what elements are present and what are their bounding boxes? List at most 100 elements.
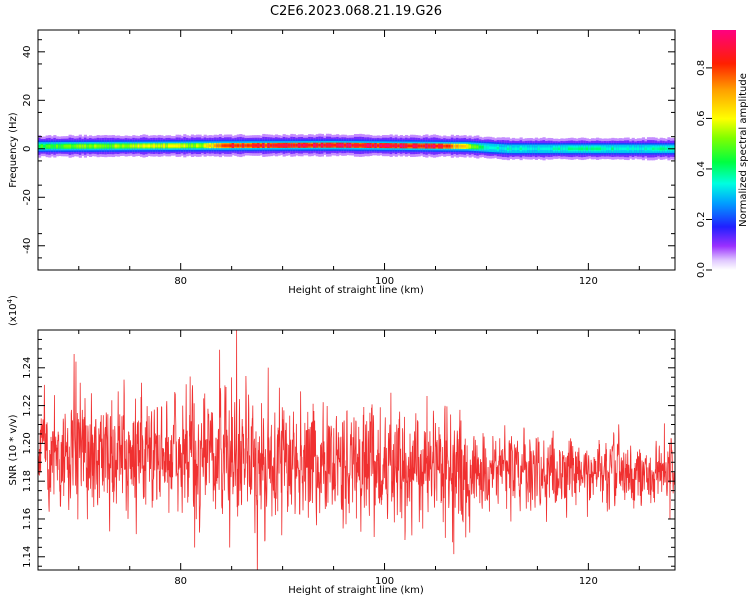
snr-xtick-label: 80 xyxy=(174,576,187,587)
snr-multiplier-base: (x10 xyxy=(8,303,19,326)
colorbar-tick-label: 0.4 xyxy=(696,161,707,177)
spectrogram-xtick-label: 80 xyxy=(174,276,187,287)
spectrogram-cell xyxy=(489,146,493,149)
spectrogram-cell xyxy=(412,144,416,148)
spectrogram-cell xyxy=(272,144,276,147)
spectrogram-cell xyxy=(66,144,70,148)
spectrogram-xtick-label: 120 xyxy=(579,276,598,287)
spectrogram-cell xyxy=(532,147,536,151)
spectrogram-cell xyxy=(109,144,113,148)
spectrogram-cell xyxy=(60,145,65,148)
spectrogram-cell xyxy=(473,145,477,149)
spectrogram-cell xyxy=(165,144,169,148)
spectrogram-cell xyxy=(213,144,217,147)
spectrogram-cell xyxy=(664,147,668,151)
spectrogram-cell xyxy=(476,145,480,149)
spectrogram-cell xyxy=(402,144,406,148)
spectrogram-cell xyxy=(618,147,623,151)
spectrogram-cell xyxy=(55,145,59,148)
colorbar-tick-label: 0.0 xyxy=(696,262,707,278)
spectrogram-cell xyxy=(511,147,516,151)
spectrogram-cell xyxy=(241,144,245,147)
spectrogram-cell xyxy=(188,144,192,148)
spectrogram-cell xyxy=(407,144,411,148)
svg-text:(x104): (x104) xyxy=(6,295,19,326)
spectrogram-cell xyxy=(282,144,286,147)
spectrogram-cell xyxy=(578,147,582,151)
spectrogram-cell xyxy=(583,147,587,151)
spectrogram-cell xyxy=(229,144,233,147)
spectrogram-cell xyxy=(201,144,205,147)
spectrogram-cell xyxy=(659,147,663,151)
spectrogram-cell xyxy=(649,147,653,151)
spectrogram-cell xyxy=(114,144,118,148)
spectrogram-cell xyxy=(50,145,54,148)
spectrogram-cell xyxy=(88,144,93,148)
spectrogram-cell xyxy=(420,144,424,148)
spectrogram-cell xyxy=(506,147,510,151)
spectrogram-cell xyxy=(557,147,561,151)
spectrogram-cell xyxy=(537,147,541,151)
spectrogram-cell xyxy=(491,146,495,150)
spectrogram-cell xyxy=(280,144,284,147)
spectrogram-cell xyxy=(565,147,569,151)
colorbar: 0.0 0.2 0.4 0.6 0.8 Normalized spectral ampl… xyxy=(696,30,749,278)
spectrogram-cell xyxy=(468,145,472,148)
spectrogram-cell xyxy=(155,144,159,148)
spectrogram-cell xyxy=(410,144,414,148)
spectrogram-cell xyxy=(361,144,365,147)
spectrogram-ytick-label: 40 xyxy=(22,45,33,58)
spectrogram-cell xyxy=(384,144,388,147)
spectrogram-cell xyxy=(524,147,528,151)
spectrogram-cell xyxy=(259,144,263,147)
spectrogram-cell xyxy=(160,144,164,148)
spectrogram-cell xyxy=(226,144,230,147)
spectrogram-cell xyxy=(333,143,337,147)
spectrogram-cell xyxy=(346,144,350,147)
spectrogram-cell xyxy=(320,143,324,147)
spectrogram-cell xyxy=(616,147,620,151)
spectrogram-cell xyxy=(218,144,223,147)
spectrogram-cell xyxy=(292,144,296,147)
snr-ylabel: SNR (10 * v/v) xyxy=(8,414,19,485)
spectrogram-cell xyxy=(257,144,261,147)
snr-multiplier: (x104) xyxy=(6,295,19,326)
spectrogram-cell xyxy=(310,143,314,147)
spectrogram-cell xyxy=(111,144,116,148)
spectrogram-cell xyxy=(170,144,174,148)
spectrogram-cell xyxy=(180,144,184,148)
spectrogram-cell xyxy=(234,144,238,147)
spectrogram-cell xyxy=(539,147,544,151)
spectrogram-cell xyxy=(297,144,302,147)
spectrogram-cell xyxy=(323,143,327,147)
spectrogram-cell xyxy=(606,147,610,151)
spectrogram-cell xyxy=(430,144,434,148)
spectrogram-cell xyxy=(129,144,133,148)
spectrogram-cell xyxy=(613,147,617,151)
spectrogram-cell xyxy=(608,147,612,151)
spectrogram-cell xyxy=(267,144,271,147)
spectrogram-cell xyxy=(106,144,110,148)
spectrogram-cell xyxy=(359,144,363,147)
spectrogram-cell xyxy=(195,144,200,147)
spectrogram-cell xyxy=(198,144,202,147)
spectrogram-cell xyxy=(381,144,386,147)
spectrogram-cell xyxy=(211,144,215,147)
spectrogram-ytick-label: -20 xyxy=(22,189,33,205)
spectrogram-cell xyxy=(455,145,460,148)
snr-series-line xyxy=(38,330,675,570)
spectrogram-cell xyxy=(486,146,490,149)
spectrogram-cell xyxy=(415,144,419,148)
spectrogram-cell xyxy=(277,144,281,147)
spectrogram-xtick-label: 100 xyxy=(375,276,394,287)
spectrogram-cell xyxy=(63,144,67,148)
spectrogram-cell xyxy=(252,144,256,147)
snr-xtick-label: 120 xyxy=(579,576,598,587)
spectrogram-cell xyxy=(611,147,615,151)
spectrogram-cell xyxy=(264,144,268,147)
figure-title: C2E6.2023.068.21.19.G26 xyxy=(270,4,442,19)
spectrogram-ytick-label: 20 xyxy=(22,94,33,107)
spectrogram-cell xyxy=(83,144,88,148)
